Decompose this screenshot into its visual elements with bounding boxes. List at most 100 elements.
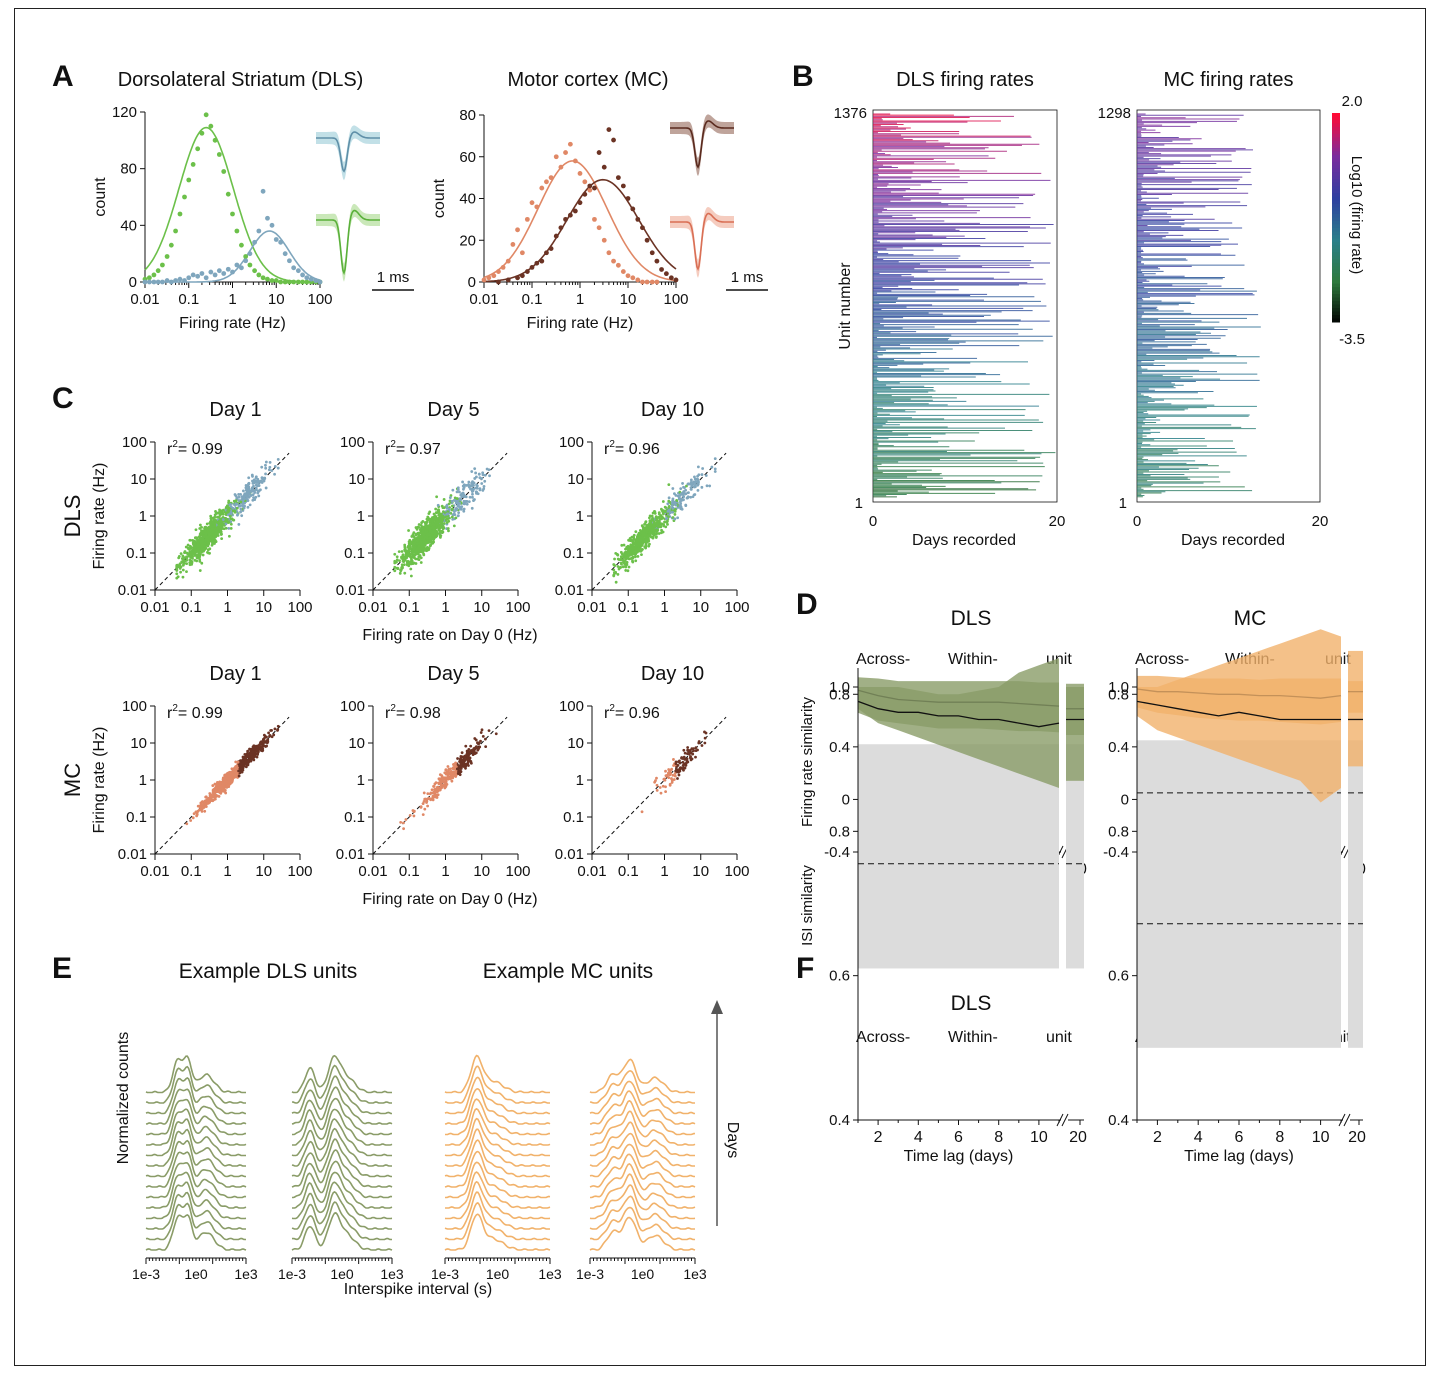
data-point-series-0 [168,242,174,248]
r-value: 0.99 [192,441,223,458]
row-label: MC [60,763,85,797]
data-point [700,473,704,476]
data-point [248,503,252,507]
data-point [713,467,717,471]
data-point [222,779,226,783]
colorbar-segment [1332,231,1340,236]
data-point [681,491,685,495]
y-tick-label: 1 [357,772,365,789]
data-point [632,536,636,540]
data-point [461,755,464,759]
data-point [400,563,404,567]
data-point [211,542,215,546]
identity-line [372,716,508,855]
data-point [467,764,470,767]
data-point-series-0 [524,216,530,222]
colorbar-segment [1332,189,1340,194]
x-tick-label: 1 [228,291,236,308]
data-point-series-1 [544,250,549,256]
data-point-series-0 [558,164,564,170]
data-point [667,515,670,519]
data-point [431,534,435,538]
data-point [696,465,700,469]
data-point [402,560,406,563]
data-point-series-1 [640,225,645,231]
data-point [190,560,194,564]
data-point [478,488,482,492]
data-point [473,467,477,471]
r-value: 0.96 [629,441,660,458]
y-tick-label: 1 [576,508,584,525]
data-point [194,528,198,532]
data-point [625,551,629,555]
data-point [455,499,459,503]
colorbar-segment [1332,227,1340,232]
x-tick-label: 0.01 [469,291,498,308]
data-point [682,748,686,752]
data-point [653,510,656,513]
data-point-series-1 [142,279,148,285]
waveform-mc-dark [670,114,734,177]
data-point [430,519,434,523]
data-point [206,801,210,805]
colorbar-segment [1332,318,1340,323]
r-superscript: 2 [390,439,396,450]
data-point [683,751,687,755]
data-point [412,809,416,813]
data-point-series-1 [300,272,305,278]
x-tick-label: 10 [620,291,637,308]
data-point [673,492,676,496]
data-point [218,780,222,784]
data-point [459,493,463,497]
y-axis-label: Unit number [837,262,854,350]
x-tick-label: 1e-3 [132,1266,160,1282]
colorbar-segment [1332,193,1340,198]
y-tick-label: 0.1 [126,545,147,562]
data-point-series-0 [155,268,161,274]
data-point-series-0 [654,279,660,285]
data-point [408,813,412,817]
data-point [426,792,430,795]
data-point [667,496,671,500]
data-point [664,769,667,773]
data-point [421,531,424,535]
data-point [435,526,438,530]
y-tick-label: 0.4 [1108,739,1129,756]
y-tick-label: 100 [340,434,365,451]
data-point [276,724,280,728]
data-point [471,748,475,752]
data-point [199,553,202,556]
colorbar: 2.0 -3.5 Log10 (firing rate) [1332,93,1365,348]
data-point [405,553,409,556]
data-point [705,484,709,488]
data-point [676,777,679,780]
data-point-series-1 [635,216,641,222]
data-point [404,818,408,821]
data-point [633,555,637,559]
data-point [251,493,255,497]
data-point [228,514,232,518]
data-point [264,486,268,490]
data-point [196,809,200,813]
data-point [408,538,412,542]
data-point [687,491,690,495]
data-point [418,547,422,551]
data-point [474,486,478,490]
data-point [227,521,231,524]
r-squared-label: r2= 0.96 [604,439,660,458]
data-point-series-1 [265,215,270,221]
colorbar-segment [1332,133,1340,138]
data-point [439,534,443,538]
x-tick-label: 10 [268,291,285,308]
r-symbol: r [167,441,173,458]
data-point-series-1 [155,279,161,285]
data-point [691,752,695,756]
data-point-series-0 [567,141,573,147]
data-point [623,563,627,566]
data-point [188,563,192,567]
r-value: 0.99 [192,705,223,722]
y-tick-label-bottom: 1 [1119,495,1127,512]
data-point [254,476,258,479]
data-point [412,546,416,549]
data-point [201,553,205,557]
